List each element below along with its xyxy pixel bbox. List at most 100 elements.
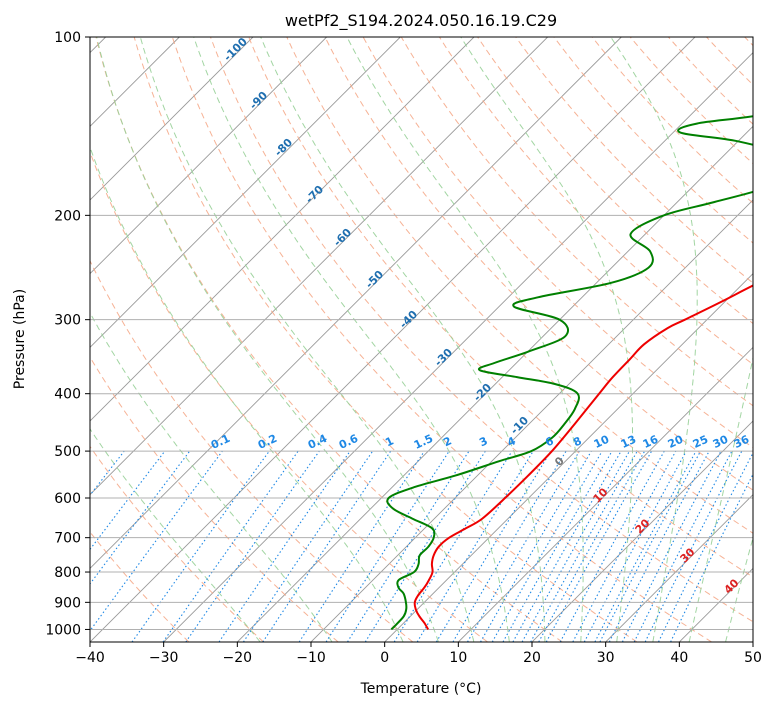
- mixing-ratio-line: [467, 450, 580, 642]
- isotherm-line: [90, 37, 475, 422]
- mixing-ratio-line: [545, 450, 653, 642]
- dry-adiabat: [248, 37, 753, 578]
- dry-adiabat: [171, 37, 712, 642]
- mixing-ratio-label: 25: [691, 433, 710, 451]
- isotherm-line: [90, 37, 327, 275]
- mixing-ratio-line: [131, 450, 270, 642]
- isotherm-line: [90, 37, 548, 496]
- mixing-ratio-label: 36: [732, 433, 752, 451]
- mixing-ratio-label: 30: [711, 433, 731, 451]
- mixing-ratio-line: [538, 450, 646, 642]
- y-tick-label: 800: [54, 565, 81, 581]
- isotherm-line: [90, 37, 401, 348]
- mixing-ratio-line: [90, 450, 125, 496]
- mixing-ratio-label: 13: [619, 433, 638, 451]
- sounding-curves: [386, 115, 753, 631]
- moist-adiabat: [90, 311, 333, 642]
- isotherm-line: [531, 420, 753, 642]
- y-tick-label: 200: [54, 208, 81, 224]
- moist-adiabat: [725, 536, 753, 642]
- isotherm-line: [458, 346, 753, 642]
- mixing-ratio-line: [347, 450, 470, 642]
- dry-adiabat: [629, 37, 753, 165]
- mixing-ratio-line: [502, 450, 613, 642]
- dry-adiabat: [90, 445, 264, 642]
- x-tick-label: −40: [75, 650, 105, 666]
- x-tick-label: 10: [449, 650, 467, 666]
- y-tick-label: 300: [54, 313, 81, 329]
- x-tick-label: 20: [523, 650, 541, 666]
- moist-adiabat: [688, 355, 753, 642]
- mixing-ratio-line: [435, 450, 552, 642]
- y-tick-label: 500: [54, 444, 81, 460]
- mixing-ratio-label: 20: [666, 433, 686, 451]
- dry-adiabat: [400, 37, 753, 407]
- mixing-ratio-line: [452, 450, 567, 642]
- x-tick-label: 30: [597, 650, 615, 666]
- dry-adiabat: [90, 259, 414, 642]
- dry-adiabat: [515, 37, 753, 284]
- isotherm-line: [90, 37, 622, 569]
- mixing-ratio-line: [364, 450, 486, 642]
- moist-adiabat: [346, 37, 584, 642]
- isotherm-line: [237, 125, 753, 642]
- y-tick-label: 1000: [45, 622, 81, 638]
- mixing-ratio-line: [572, 450, 677, 642]
- isotherm-line: [90, 37, 254, 201]
- moist-adiabat: [460, 37, 634, 642]
- mixing-ratio-line: [218, 450, 351, 642]
- dry-adiabat: [362, 37, 753, 449]
- dry-adiabat: [591, 37, 753, 204]
- pressure-grid: [90, 37, 753, 630]
- mixing-ratio-line: [162, 450, 299, 642]
- y-tick-label: 100: [54, 30, 81, 46]
- mixing-ratio-line: [670, 473, 753, 642]
- moist-adiabats: [90, 37, 753, 642]
- x-tick-label: 40: [670, 650, 688, 666]
- moist-adiabat: [610, 37, 698, 642]
- mixing-ratio-line: [583, 450, 687, 642]
- mixing-ratio-line: [480, 450, 592, 642]
- moist-adiabat: [260, 37, 546, 642]
- x-tick-label: 0: [380, 650, 389, 666]
- mixing-ratio-line: [416, 450, 534, 642]
- y-tick-label: 700: [54, 531, 81, 547]
- dry-adiabat: [477, 37, 753, 325]
- x-axis-label: Temperature (°C): [360, 681, 482, 697]
- moist-adiabat: [90, 145, 404, 642]
- dry-adiabat: [133, 37, 638, 642]
- mixing-ratio-line: [393, 450, 513, 642]
- temperature-line: [413, 284, 753, 630]
- x-tick-label: −30: [149, 650, 179, 666]
- y-axis-label: Pressure (hPa): [12, 289, 28, 389]
- isotherm-line: [384, 273, 753, 642]
- mixing-ratio-label: 10: [592, 433, 612, 451]
- dry-adiabat: [210, 37, 753, 623]
- y-tick-label: 900: [54, 595, 81, 611]
- isotherm-line: [90, 37, 696, 642]
- moist-adiabat: [90, 428, 261, 642]
- moist-adiabat: [193, 37, 510, 642]
- mixing-ratio-label: 16: [641, 433, 661, 451]
- plot-frame: [89, 36, 754, 643]
- mixing-ratio-lines: [90, 450, 753, 642]
- mixing-ratio-line: [512, 450, 622, 642]
- x-tick-label: 50: [744, 650, 762, 666]
- x-tick-label: −20: [223, 650, 253, 666]
- mixing-ratio-line: [559, 450, 665, 642]
- dewpoint-line: [386, 115, 753, 631]
- y-axis-ticks: 100 200 300 400 500 600 700 800 900 1000: [45, 30, 90, 638]
- y-tick-label: 400: [54, 387, 81, 403]
- mixing-ratio-line: [521, 450, 630, 642]
- x-axis-ticks: −40 −30 −20 −10 0 10 20 30 40 50: [75, 642, 762, 666]
- mixing-ratio-line: [185, 450, 320, 642]
- moist-adiabat: [96, 37, 439, 642]
- y-tick-label: 600: [54, 491, 81, 507]
- chart-title: wetPf2_S194.2024.050.16.19.C29: [285, 11, 557, 31]
- isotherm-line: [605, 494, 753, 642]
- moist-adiabat: [139, 37, 475, 642]
- mixing-ratio-line: [90, 450, 223, 632]
- mixing-ratio-line: [491, 450, 603, 642]
- mixing-ratio-line: [530, 450, 638, 642]
